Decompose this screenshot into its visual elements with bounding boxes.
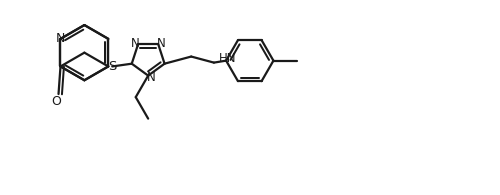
Text: O: O [52,95,62,108]
Text: N: N [157,37,166,50]
Text: N: N [130,37,140,50]
Text: S: S [108,60,116,73]
Text: N: N [56,32,65,45]
Text: HN: HN [219,52,236,65]
Text: N: N [146,71,156,84]
